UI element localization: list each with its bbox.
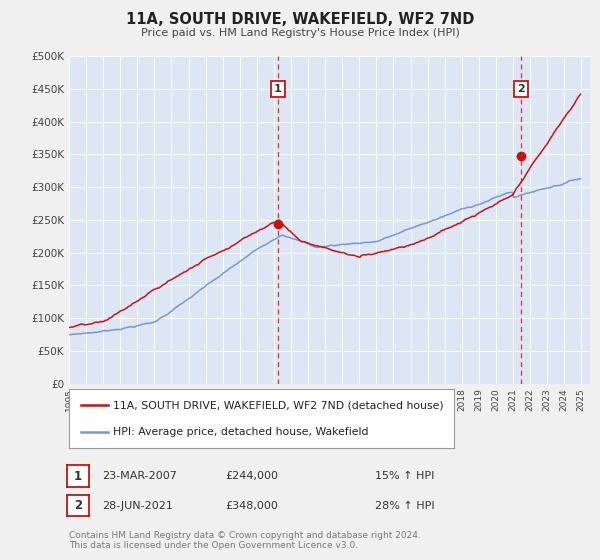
Text: £348,000: £348,000 [225, 501, 278, 511]
Text: 15% ↑ HPI: 15% ↑ HPI [375, 471, 434, 481]
Text: Price paid vs. HM Land Registry's House Price Index (HPI): Price paid vs. HM Land Registry's House … [140, 28, 460, 38]
Text: 28-JUN-2021: 28-JUN-2021 [102, 501, 173, 511]
Text: 1: 1 [74, 469, 82, 483]
Text: 2: 2 [517, 84, 525, 94]
Text: £244,000: £244,000 [225, 471, 278, 481]
Text: 23-MAR-2007: 23-MAR-2007 [102, 471, 177, 481]
Text: HPI: Average price, detached house, Wakefield: HPI: Average price, detached house, Wake… [113, 427, 369, 437]
Text: 11A, SOUTH DRIVE, WAKEFIELD, WF2 7ND: 11A, SOUTH DRIVE, WAKEFIELD, WF2 7ND [126, 12, 474, 27]
Text: 11A, SOUTH DRIVE, WAKEFIELD, WF2 7ND (detached house): 11A, SOUTH DRIVE, WAKEFIELD, WF2 7ND (de… [113, 400, 444, 410]
Text: 28% ↑ HPI: 28% ↑ HPI [375, 501, 434, 511]
Text: 1: 1 [274, 84, 281, 94]
Text: Contains HM Land Registry data © Crown copyright and database right 2024.
This d: Contains HM Land Registry data © Crown c… [69, 530, 421, 550]
Text: 2: 2 [74, 499, 82, 512]
